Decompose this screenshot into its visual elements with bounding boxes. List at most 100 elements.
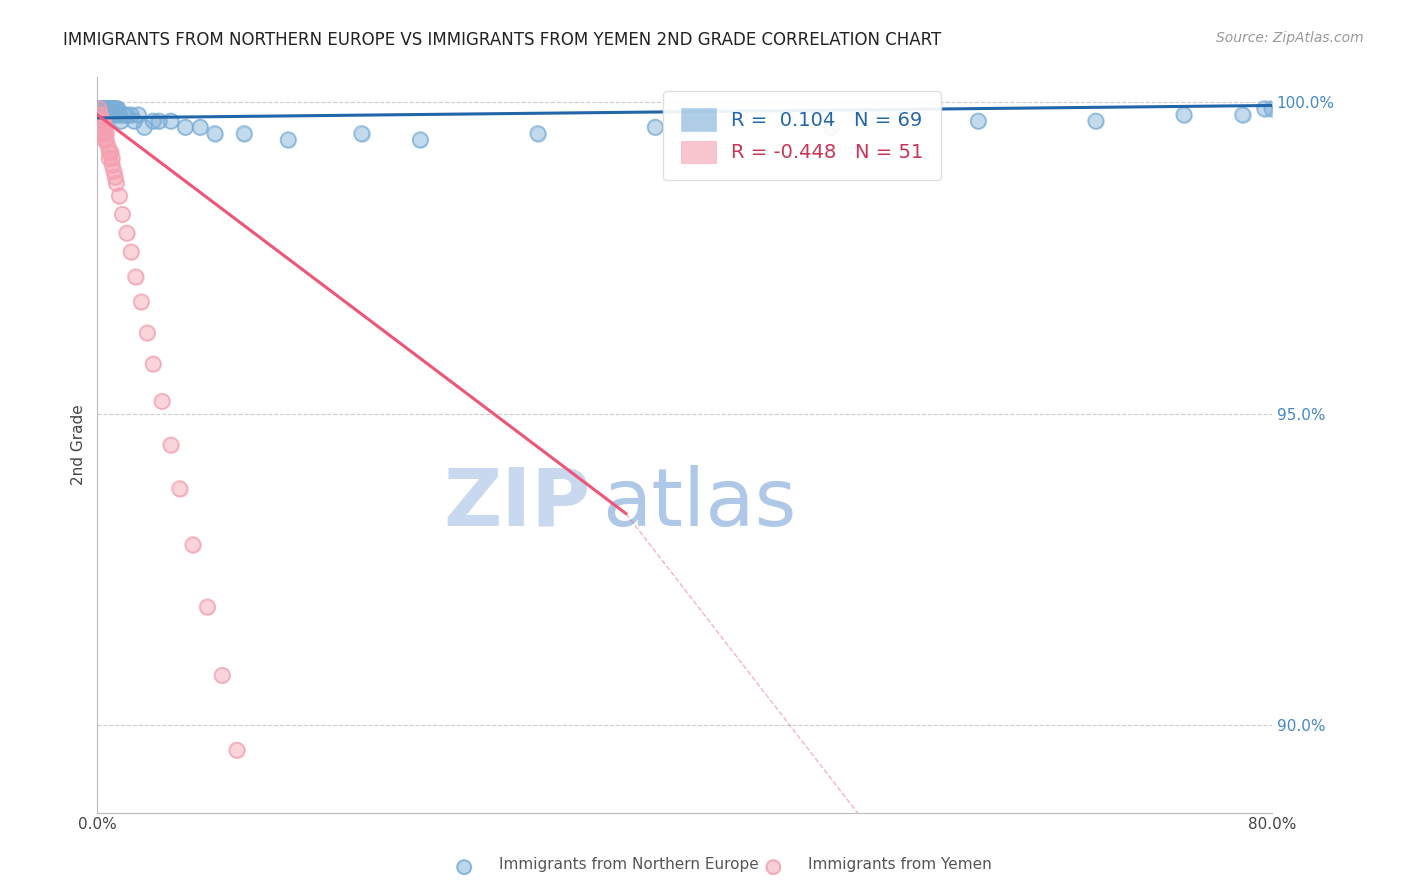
- Point: [96, 133, 118, 147]
- Point: [204, 127, 226, 141]
- Point: [100, 102, 122, 116]
- Point: [181, 538, 204, 552]
- Point: [93, 108, 115, 122]
- Point: [112, 108, 135, 122]
- Point: [96, 127, 118, 141]
- Point: [89, 102, 111, 116]
- Point: [89, 102, 111, 116]
- Point: [644, 120, 666, 135]
- Point: [127, 108, 149, 122]
- Point: [134, 120, 156, 135]
- Point: [101, 152, 124, 166]
- Point: [122, 114, 145, 128]
- Point: [110, 114, 132, 128]
- Point: [110, 114, 132, 128]
- Point: [89, 102, 111, 116]
- Point: [89, 120, 111, 135]
- Point: [100, 102, 122, 116]
- Text: Immigrants from Yemen: Immigrants from Yemen: [808, 857, 993, 872]
- Point: [148, 114, 170, 128]
- Point: [115, 226, 138, 240]
- Point: [93, 102, 115, 116]
- Point: [93, 108, 115, 122]
- Point: [103, 102, 125, 116]
- Point: [112, 108, 135, 122]
- Point: [104, 102, 127, 116]
- Point: [142, 357, 165, 371]
- Point: [181, 538, 204, 552]
- Point: [148, 114, 170, 128]
- Point: [103, 108, 125, 122]
- Point: [142, 357, 165, 371]
- Point: [967, 114, 990, 128]
- Point: [762, 860, 785, 874]
- Point: [100, 145, 122, 160]
- Point: [409, 133, 432, 147]
- Point: [87, 102, 110, 116]
- Point: [93, 108, 115, 122]
- Point: [101, 158, 124, 172]
- Point: [211, 668, 233, 682]
- Point: [87, 108, 110, 122]
- Point: [967, 114, 990, 128]
- Point: [91, 114, 114, 128]
- Point: [97, 139, 120, 153]
- Point: [93, 127, 115, 141]
- Point: [87, 108, 110, 122]
- Point: [98, 145, 121, 160]
- Point: [90, 108, 112, 122]
- Point: [644, 120, 666, 135]
- Point: [90, 114, 112, 128]
- Point: [101, 108, 124, 122]
- Point: [174, 120, 197, 135]
- Point: [107, 102, 129, 116]
- Point: [89, 108, 111, 122]
- Point: [93, 120, 115, 135]
- Point: [93, 102, 115, 116]
- Point: [97, 108, 120, 122]
- Point: [87, 102, 110, 116]
- Point: [96, 102, 118, 116]
- Point: [100, 108, 122, 122]
- Point: [103, 102, 125, 116]
- Point: [159, 438, 181, 452]
- Point: [211, 668, 233, 682]
- Point: [87, 102, 110, 116]
- Legend: R =  0.104   N = 69, R = -0.448   N = 51: R = 0.104 N = 69, R = -0.448 N = 51: [664, 91, 941, 180]
- Point: [101, 102, 124, 116]
- Point: [1173, 108, 1195, 122]
- Point: [101, 102, 124, 116]
- Point: [101, 108, 124, 122]
- Point: [89, 102, 111, 116]
- Point: [820, 120, 842, 135]
- Point: [150, 394, 173, 409]
- Point: [91, 114, 114, 128]
- Point: [96, 102, 118, 116]
- Point: [277, 133, 299, 147]
- Point: [90, 120, 112, 135]
- Point: [527, 127, 550, 141]
- Point: [87, 102, 110, 116]
- Point: [98, 102, 121, 116]
- Point: [98, 102, 121, 116]
- Point: [247, 837, 270, 851]
- Point: [93, 102, 115, 116]
- Point: [87, 114, 110, 128]
- Point: [91, 108, 114, 122]
- Point: [100, 108, 122, 122]
- Point: [108, 189, 131, 203]
- Text: atlas: atlas: [602, 465, 797, 543]
- Point: [124, 269, 146, 284]
- Point: [93, 133, 115, 147]
- Point: [90, 108, 112, 122]
- Point: [104, 170, 127, 185]
- Point: [127, 108, 149, 122]
- Point: [820, 120, 842, 135]
- Point: [247, 837, 270, 851]
- Point: [93, 133, 115, 147]
- Point: [197, 599, 219, 614]
- Point: [115, 108, 138, 122]
- Point: [134, 120, 156, 135]
- Point: [98, 102, 121, 116]
- Point: [90, 127, 112, 141]
